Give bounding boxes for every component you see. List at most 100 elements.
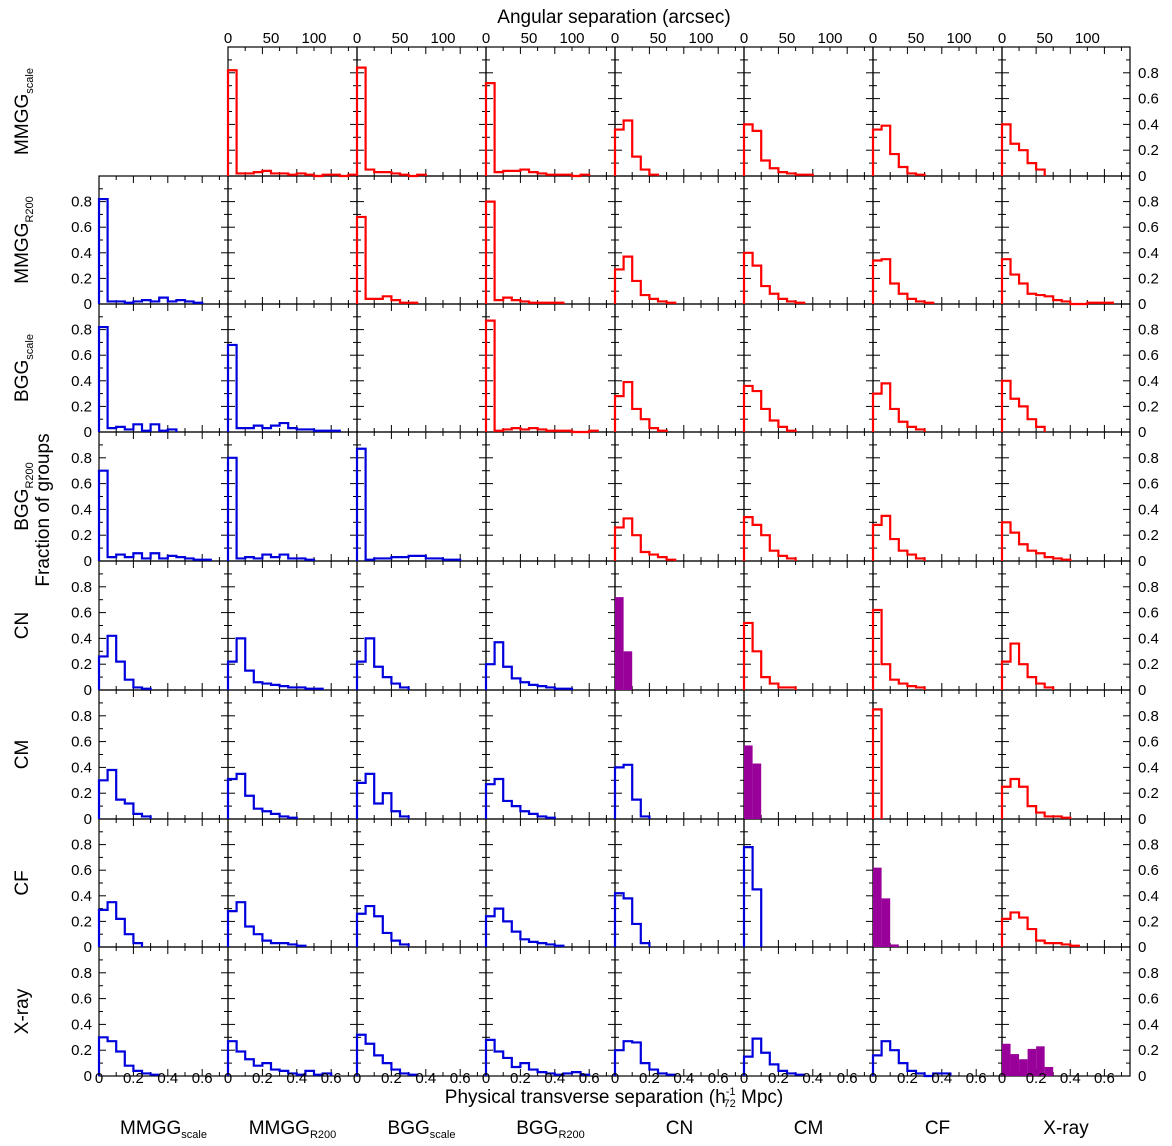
panel-frame-BGGR200-BGGR200 <box>485 431 616 562</box>
right-tick-label: 0.8 <box>1138 65 1159 82</box>
hist-line-CF-BGGR200 <box>484 907 565 947</box>
top-tick-label: 50 <box>908 30 925 47</box>
bottom-tick-label: 0.4 <box>544 1070 565 1087</box>
right-tick-label: 0 <box>1138 682 1146 699</box>
top-tick-label: 0 <box>869 30 877 47</box>
left-tick-label: 0.8 <box>71 194 92 211</box>
right-tick-label: 0.6 <box>1138 347 1159 364</box>
right-tick-label: 0 <box>1138 553 1146 570</box>
bottom-tick-label: 0.2 <box>381 1070 402 1087</box>
panel-frame-MMGGR200-BGGscale <box>356 175 487 305</box>
left-tick-label: 0 <box>84 296 92 313</box>
col-label-BGGscale: BGGscale <box>388 1118 456 1141</box>
row-label-X-ray: X-ray <box>12 988 33 1034</box>
right-tick-label: 0.4 <box>1138 501 1159 518</box>
hist-line-MMGGscale-MMGGR200 <box>226 69 359 178</box>
bottom-tick-label: 0.2 <box>123 1070 144 1087</box>
hist-line-MMGGR200-CN <box>613 255 677 304</box>
left-tick-label: 0.4 <box>71 373 92 390</box>
left-tick-label: 0.4 <box>71 501 92 518</box>
panel-frame-BGGR200-MMGGR200 <box>227 431 358 562</box>
panel-frame-X-ray-BGGscale <box>356 946 487 1077</box>
right-tick-label: 0.2 <box>1138 142 1159 159</box>
panel-frame-MMGGscale-MMGGR200 <box>227 46 358 177</box>
bottom-tick-label: 0.6 <box>579 1070 600 1087</box>
hist-bar-CN-CN-0 <box>615 597 624 690</box>
left-tick-label: 0.6 <box>71 605 92 622</box>
bottom-axis-title-main: Physical transverse separation (h <box>445 1087 726 1108</box>
hist-line-BGGscale-CF <box>871 382 926 432</box>
top-axis-title: Angular separation (arcsec) <box>497 7 730 28</box>
panels-layer <box>97 46 1131 1078</box>
left-tick-label: 0.2 <box>71 1042 92 1059</box>
panel-frame-BGGscale-MMGGR200 <box>227 303 358 433</box>
panel-frame-X-ray-CM <box>743 946 874 1077</box>
hist-line-BGGscale-MMGGR200 <box>226 343 341 432</box>
bottom-tick-label: 0.4 <box>802 1070 823 1087</box>
bottom-tick-label: 0.6 <box>1094 1070 1115 1087</box>
col-label-CN: CN <box>666 1118 693 1139</box>
bottom-tick-label: 0 <box>353 1070 361 1087</box>
left-tick-label: 0.6 <box>71 476 92 493</box>
bottom-tick-label: 0 <box>740 1070 748 1087</box>
top-tick-label: 50 <box>1036 30 1053 47</box>
left-tick-label: 0 <box>84 1068 92 1085</box>
left-tick-label: 0.2 <box>71 785 92 802</box>
bottom-tick-label: 0.4 <box>931 1070 952 1087</box>
top-tick-label: 0 <box>611 30 619 47</box>
panel-frame-MMGGscale-CM <box>743 46 874 177</box>
top-tick-label: 0 <box>224 30 232 47</box>
top-tick-label: 50 <box>779 30 796 47</box>
right-tick-label: 0.6 <box>1138 476 1159 493</box>
hist-line-CM-X-ray <box>1000 777 1072 819</box>
top-tick-label: 100 <box>688 30 713 47</box>
panel-frame-CF-MMGGR200 <box>227 818 358 948</box>
panel-frame-BGGscale-MMGGscale <box>98 303 229 433</box>
hist-line-CN-BGGscale <box>355 637 410 690</box>
bottom-tick-label: 0.6 <box>192 1070 213 1087</box>
panel-frame-X-ray-CF <box>872 946 1003 1077</box>
left-tick-label: 0 <box>84 682 92 699</box>
hist-line-BGGscale-CM <box>742 384 797 432</box>
left-tick-label: 0.8 <box>71 322 92 339</box>
left-tick-label: 0.4 <box>71 245 92 262</box>
hist-line-CN-CF <box>871 608 926 690</box>
right-tick-label: 0.4 <box>1138 116 1159 133</box>
hist-bar-CF-CF-2 <box>890 944 899 947</box>
panel-frame-BGGR200-X-ray <box>1001 431 1131 562</box>
right-tick-label: 0.8 <box>1138 322 1159 339</box>
bottom-tick-label: 0.4 <box>286 1070 307 1087</box>
col-label-CF: CF <box>925 1118 950 1139</box>
panel-frame-CF-CF <box>872 818 1003 948</box>
panel-frame-BGGscale-BGGR200 <box>485 303 616 433</box>
left-tick-label: 0 <box>84 424 92 441</box>
hist-line-CF-BGGscale <box>355 904 410 947</box>
right-tick-label: 0 <box>1138 811 1146 828</box>
right-tick-label: 0.4 <box>1138 759 1159 776</box>
left-tick-label: 0.8 <box>71 450 92 467</box>
hist-bar-CN-CN-1 <box>623 651 633 690</box>
labels-layer: Angular separation (arcsec) Fraction of … <box>12 7 1159 1141</box>
hist-line-MMGGR200-CM <box>742 251 806 304</box>
panel-frame-BGGR200-CM <box>743 431 874 562</box>
right-tick-label: 0 <box>1138 168 1146 185</box>
right-tick-label: 0.4 <box>1138 1016 1159 1033</box>
hist-bar-X-ray-X-ray-1 <box>1010 1054 1020 1076</box>
panel-frame-CM-CM <box>743 689 874 820</box>
panel-frame-BGGscale-CF <box>872 303 1003 433</box>
left-tick-label: 0.8 <box>71 965 92 982</box>
panel-frame-BGGR200-BGGscale <box>356 431 487 562</box>
bottom-tick-label: 0 <box>611 1070 619 1087</box>
bottom-tick-label: 0.6 <box>708 1070 729 1087</box>
panel-frame-MMGGscale-BGGR200 <box>485 46 616 177</box>
hist-line-BGGR200-BGGscale <box>355 447 462 561</box>
left-tick-label: 0.2 <box>71 398 92 415</box>
panel-frame-MMGGscale-CF <box>872 46 1003 177</box>
hist-line-CN-BGGR200 <box>484 641 574 690</box>
panel-frame-MMGGR200-CN <box>614 175 745 305</box>
hist-line-CN-X-ray <box>1000 642 1055 690</box>
hist-line-MMGGR200-BGGR200 <box>484 200 565 304</box>
hist-line-CM-BGGscale <box>355 772 410 819</box>
hist-line-BGGscale-CN <box>613 380 668 432</box>
hist-line-CM-CF <box>871 708 883 819</box>
